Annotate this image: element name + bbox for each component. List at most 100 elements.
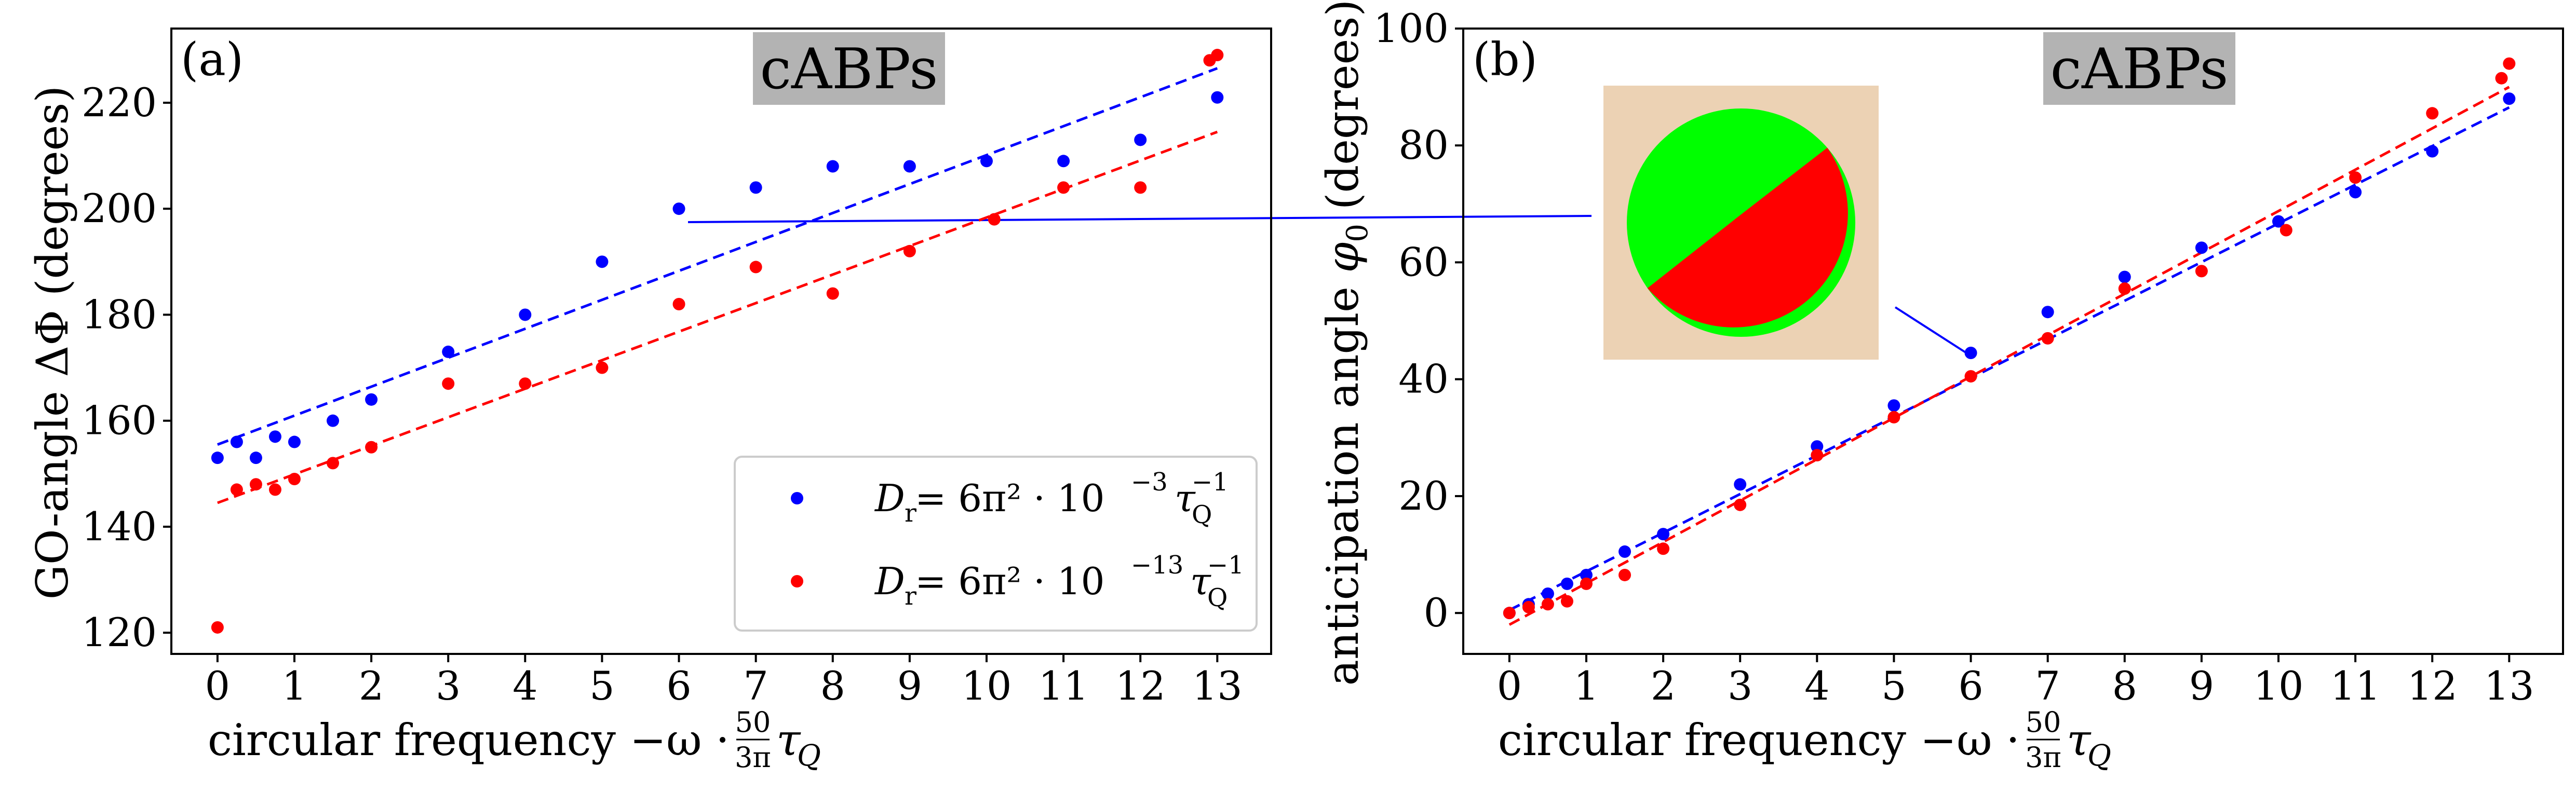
- panel-b-point-red: [1734, 498, 1747, 511]
- panel-a-label: (a): [181, 33, 244, 86]
- panel-a-point-red: [288, 473, 301, 486]
- panel-b-x-ticks: 0 1 2 3 4 5 6 7 8 9 10 11 12 13: [1497, 654, 2534, 709]
- panel-a-point-red: [249, 478, 262, 491]
- panel-b-xtick-label: 0: [1497, 663, 1522, 709]
- panel-b-xtick-label: 9: [2189, 663, 2214, 709]
- panel-a-point-red: [519, 377, 532, 390]
- panel-a-point-red: [903, 244, 916, 257]
- panel-b-point-blue: [1887, 399, 1900, 412]
- panel-b-xtick-label: 13: [2484, 663, 2534, 709]
- panel-a-tag-box: [753, 32, 945, 105]
- legend-entry-blue-exp: −3: [1131, 468, 1168, 497]
- panel-a-fit-lines: [217, 67, 1218, 504]
- panel-a-xtick-label: 3: [436, 663, 461, 709]
- panel-a-point-blue: [1134, 133, 1147, 146]
- panel-a-point-red: [1057, 181, 1070, 194]
- panel-b-ylabel-main: anticipation angle: [1317, 272, 1368, 686]
- legend-marker-red: [791, 575, 803, 587]
- panel-b-fit-lines: [1508, 86, 2510, 626]
- panel-a-point-red: [749, 261, 762, 274]
- panel-a-point-blue: [249, 452, 262, 464]
- panel-b-xtick-label: 5: [1881, 663, 1906, 709]
- panel-a-point-blue: [365, 393, 378, 406]
- panel-a-point-blue: [672, 202, 685, 215]
- panel-b-ylabel-phi: φ: [1317, 242, 1368, 272]
- panel-a-point-red: [211, 621, 224, 634]
- panel-a-point-blue: [980, 155, 993, 168]
- panel-a-ytick-label: 120: [82, 609, 157, 655]
- panel-a-point-blue: [211, 452, 224, 464]
- legend-entry-blue-rhs: = 6π² · 10: [915, 476, 1104, 520]
- panel-b-fit-blue: [1508, 106, 2510, 611]
- panel-a-xtick-label: 9: [897, 663, 922, 709]
- panel-b-point-red: [1887, 411, 1900, 423]
- panel-b-points: [1503, 57, 2516, 620]
- panel-a-x-ticks: 0 1 2 3 4 5 6 7 8 9 10 11 12 13: [205, 654, 1243, 709]
- panel-a-xlabel-tau: τ: [776, 715, 801, 765]
- panel-b-point-red: [2426, 107, 2439, 120]
- panel-b-point-blue: [2503, 92, 2516, 105]
- legend-entry-red-lhs: D: [874, 559, 905, 603]
- panel-a-frame: [170, 28, 1272, 655]
- panel-b-ytick-label: 80: [1398, 122, 1449, 168]
- panel-b-tag: cABPs: [2050, 37, 2228, 102]
- panel-b-point-red: [2041, 332, 2054, 345]
- panel-b-ytick-label: 100: [1373, 5, 1449, 51]
- panel-a-ytick-label: 160: [82, 398, 157, 444]
- panel-b-point-red: [2495, 72, 2508, 85]
- panel-b-point-blue: [2195, 241, 2208, 254]
- panel-a-xlabel-frac-num: 50: [735, 706, 771, 739]
- inset-snapshot: [1603, 86, 1879, 360]
- panel-a-xtick-label: 2: [359, 663, 384, 709]
- panel-a-xlabel-tau-sub: Q: [797, 739, 821, 773]
- inset-disc-red: [1647, 147, 1848, 327]
- panel-a-fit-red: [217, 130, 1218, 504]
- panel-a-xtick-label: 13: [1192, 663, 1243, 709]
- legend-entry-blue-lhs: D: [874, 476, 905, 520]
- panel-b-point-red: [1964, 370, 1977, 383]
- panel-b-point-blue: [1580, 568, 1593, 581]
- legend-entry-blue-tau-sup: −1: [1192, 468, 1229, 497]
- panel-a-point-blue: [268, 430, 281, 443]
- panel-b-point-red: [2195, 265, 2208, 278]
- legend-entry-blue-tau-sub: Q: [1192, 500, 1212, 529]
- panel-b-point-blue: [2349, 186, 2362, 199]
- panel-b-point-blue: [1560, 577, 1573, 590]
- panel-a-xlabel-frac-den: 3π: [735, 741, 771, 774]
- panel-a-point-blue: [519, 308, 532, 321]
- panel-a-xtick-label: 6: [666, 663, 691, 709]
- panel-a-xtick-label: 11: [1039, 663, 1089, 709]
- panel-b-label: (b): [1473, 33, 1537, 86]
- panel-a-y-ticks: 120 140 160 180 200 220: [82, 79, 171, 655]
- legend-entry-red-tau: τ: [1190, 559, 1211, 603]
- panel-b-tag-box: [2043, 32, 2235, 105]
- panel-b-xtick-label: 3: [1728, 663, 1752, 709]
- panel-b-point-blue: [1811, 440, 1824, 453]
- panel-b-point-blue: [2272, 215, 2285, 228]
- panel-b-xtick-label: 1: [1574, 663, 1599, 709]
- panel-b-xtick-label: 11: [2330, 663, 2381, 709]
- panel-b-point-blue: [2041, 306, 2054, 319]
- panel-b-point-red: [1503, 607, 1516, 620]
- panel-a-point-red: [327, 457, 340, 470]
- panel-a-point-blue: [749, 181, 762, 194]
- panel-b-fit-red: [1508, 86, 2510, 626]
- panel-b-point-blue: [2118, 270, 2131, 283]
- panel-b-point-red: [1811, 449, 1824, 462]
- panel-a-points: [211, 49, 1224, 634]
- panel-a-point-blue: [1057, 155, 1070, 168]
- panel-a-point-blue: [442, 345, 455, 358]
- panel-a-xtick-label: 5: [589, 663, 614, 709]
- panel-a-point-red: [596, 361, 609, 374]
- panel-a-point-red: [1211, 49, 1224, 62]
- panel-b-point-red: [1541, 598, 1554, 611]
- panel-b-point-blue: [2426, 145, 2439, 158]
- legend-entry-blue-tau: τ: [1175, 476, 1196, 520]
- panel-b-xtick-label: 12: [2407, 663, 2458, 709]
- legend-entry-blue: D r = 6π² · 10 −3 τ −1 Q: [874, 468, 1229, 529]
- connector-line-a: [687, 215, 1592, 223]
- panel-b-point-red: [1522, 600, 1535, 613]
- panel-a-ytick-label: 220: [82, 79, 157, 126]
- panel-a-point-blue: [230, 435, 243, 448]
